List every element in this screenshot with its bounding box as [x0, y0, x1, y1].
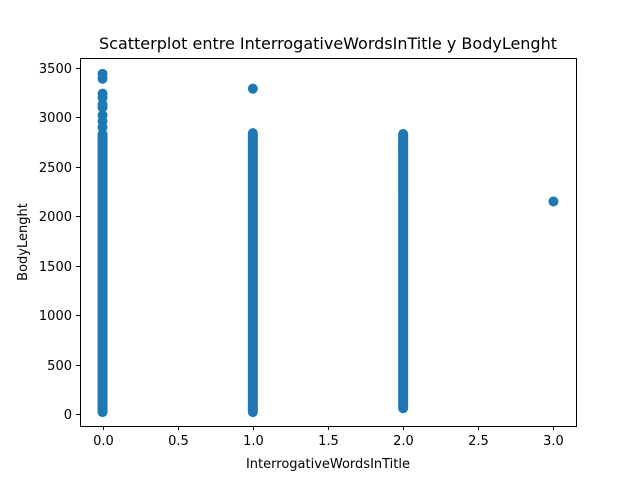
y-tick-label-2: 1000 — [39, 309, 72, 324]
x-tick-label-1: 0.5 — [168, 434, 189, 449]
y-axis: 0 500 1000 1500 2000 2500 3000 3500 — [39, 62, 80, 423]
scatter-point-1 — [97, 73, 108, 84]
point-column-1 — [247, 128, 258, 418]
scatter-point-3 — [97, 92, 108, 103]
scatter-point-14 — [398, 153, 409, 164]
point-column-0 — [97, 129, 108, 418]
y-tick-label-7: 3500 — [39, 62, 72, 77]
scatter-point-5 — [97, 102, 108, 113]
y-tick-label-4: 2000 — [39, 210, 72, 225]
scatter-point-19 — [548, 196, 559, 207]
y-tick-label-3: 1500 — [39, 260, 72, 275]
scatter-point-13 — [398, 145, 409, 156]
y-tick-label-1: 500 — [47, 359, 72, 374]
y-axis-label: BodyLenght — [16, 203, 31, 281]
scatter-point-9 — [247, 83, 258, 94]
plot-frame — [80, 58, 577, 427]
x-tick-label-2: 1.0 — [243, 434, 264, 449]
x-tick-label-5: 2.5 — [468, 434, 489, 449]
x-tick-label-0: 0.0 — [93, 434, 114, 449]
chart-title: Scatterplot entre InterrogativeWordsInTi… — [99, 34, 557, 53]
x-tick-label-6: 3.0 — [543, 434, 564, 449]
scatter-points — [97, 68, 559, 418]
scatter-point-15 — [398, 160, 409, 171]
x-axis: 0.0 0.5 1.0 1.5 2.0 2.5 3.0 — [93, 426, 564, 449]
x-tick-label-3: 1.5 — [318, 434, 339, 449]
x-axis-label: InterrogativeWordsInTitle — [246, 457, 410, 472]
scatter-point-18 — [398, 181, 409, 192]
scatter-point-17 — [398, 173, 409, 184]
y-tick-label-6: 3000 — [39, 111, 72, 126]
y-tick-label-5: 2500 — [39, 161, 72, 176]
point-column-2 — [398, 129, 409, 414]
scatter-point-8 — [97, 122, 108, 133]
x-tick-label-4: 2.0 — [393, 434, 414, 449]
y-tick-label-0: 0 — [64, 408, 72, 423]
